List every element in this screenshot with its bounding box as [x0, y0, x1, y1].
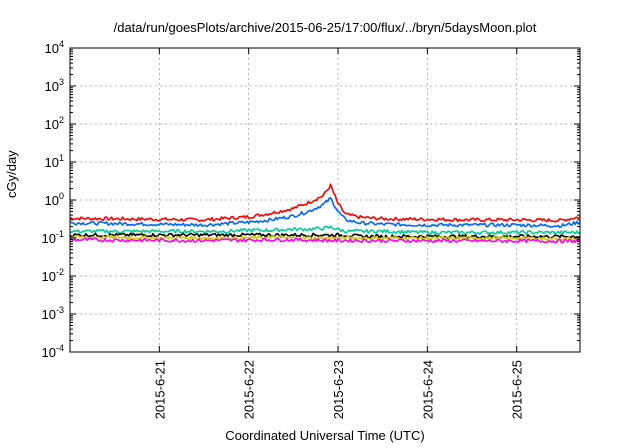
x-tick-label: 2015-6-21 — [152, 360, 167, 419]
series-line-5 — [69, 234, 581, 242]
y-tick-label: 100 — [45, 191, 64, 208]
x-tick-label: 2015-6-22 — [242, 360, 257, 419]
y-tick-label: 103 — [45, 77, 64, 94]
series-line-3 — [69, 225, 581, 235]
y-tick-label: 10-4 — [42, 343, 64, 360]
y-tick-label: 10-2 — [42, 267, 64, 284]
x-tick-label: 2015-6-24 — [420, 360, 435, 419]
chart-title: /data/run/goesPlots/archive/2015-06-25/1… — [113, 20, 537, 35]
y-tick-label: 104 — [45, 39, 64, 56]
y-tick-label: 10-1 — [42, 229, 64, 246]
y-axis: 10-4 10-3 10-2 10-1 100 101 102 103 104 — [42, 39, 580, 360]
x-axis-label: Coordinated Universal Time (UTC) — [225, 428, 425, 443]
x-tick-label: 2015-6-23 — [331, 360, 346, 419]
y-tick-label: 10-3 — [42, 305, 64, 322]
y-tick-label: 102 — [45, 115, 64, 132]
series-line-2 — [69, 197, 581, 229]
series-line-6 — [69, 237, 581, 244]
series-group — [69, 183, 581, 244]
x-axis: 2015-6-21 2015-6-22 2015-6-23 2015-6-24 2015… — [152, 48, 525, 419]
series-line-1 — [69, 183, 581, 223]
y-tick-label: 101 — [45, 153, 64, 170]
grid — [70, 48, 580, 352]
x-tick-label: 2015-6-25 — [510, 360, 525, 419]
